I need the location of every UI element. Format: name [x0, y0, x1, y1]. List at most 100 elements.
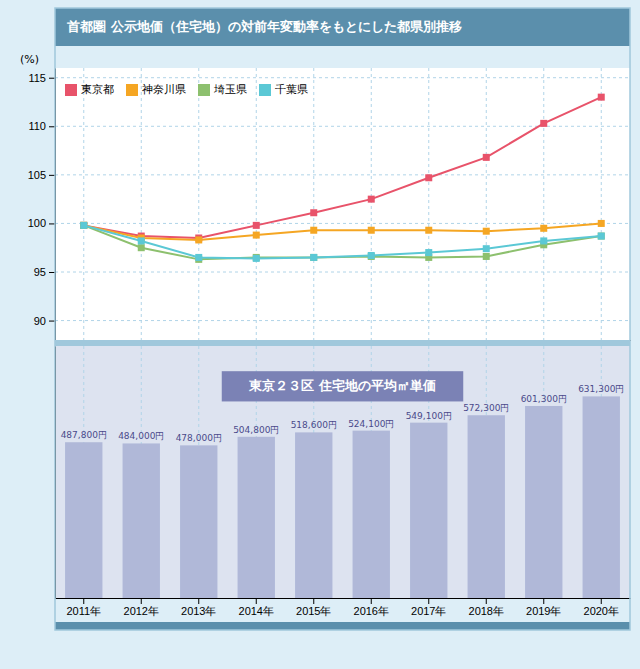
- legend-label: 千葉県: [275, 83, 308, 96]
- data-label: 484,000円: [118, 431, 164, 441]
- legend-swatch: [198, 84, 210, 96]
- marker: [425, 174, 432, 181]
- legend-label: 埼玉県: [213, 83, 247, 96]
- tick-mark: [49, 272, 55, 273]
- marker: [425, 227, 432, 234]
- tick: 2013年: [181, 598, 216, 617]
- series-line: [84, 225, 602, 258]
- subtitle-box: [222, 371, 464, 401]
- tick-label: 110: [28, 120, 46, 132]
- grid-line: [371, 68, 372, 340]
- bar-group: [65, 396, 620, 598]
- data-label: 549,100円: [406, 411, 452, 421]
- legend-item: 東京都: [65, 83, 114, 96]
- marker: [598, 233, 605, 240]
- marker: [368, 253, 375, 260]
- legend-item: 神奈川県: [126, 83, 186, 96]
- tick: 2014年: [239, 598, 274, 617]
- series-group: [80, 94, 605, 263]
- grid-line: [486, 68, 487, 340]
- bar: [468, 415, 505, 598]
- tick-label: 2015年: [296, 605, 331, 617]
- legend-swatch: [126, 84, 138, 96]
- grid-line: [428, 68, 429, 340]
- legend-swatch: [65, 84, 77, 96]
- tick-mark: [49, 321, 55, 322]
- tick-label: 95: [34, 266, 46, 278]
- subtitle: 東京２３区 住宅地の平均㎡単価: [248, 378, 436, 393]
- grid: [84, 346, 602, 598]
- marker: [80, 222, 87, 229]
- bar: [353, 431, 390, 598]
- tick: 2016年: [354, 598, 389, 617]
- marker: [368, 227, 375, 234]
- marker: [80, 222, 87, 229]
- chart-root: 首都圏 公示地価（住宅地）の対前年変動率をもとにした都県別推移909510010…: [0, 0, 640, 669]
- marker: [310, 254, 317, 261]
- tick-mark: [601, 598, 602, 604]
- grid-line: [256, 68, 257, 340]
- grid-line: [543, 68, 544, 340]
- grid-line: [55, 223, 630, 224]
- tick-mark: [198, 598, 199, 604]
- marker: [598, 233, 605, 240]
- marker: [368, 252, 375, 259]
- marker: [138, 237, 145, 244]
- series-line: [84, 97, 602, 238]
- marker: [483, 245, 490, 252]
- marker: [540, 120, 547, 127]
- tick-label: 100: [28, 217, 46, 229]
- outer-border: [55, 8, 630, 630]
- tick-label: 2018年: [469, 605, 504, 617]
- marker: [540, 237, 547, 244]
- tick-mark: [83, 598, 84, 604]
- tick: 100: [28, 217, 55, 229]
- grid-line: [55, 77, 630, 78]
- data-label: 601,300円: [521, 394, 567, 404]
- data-label: 478,000円: [176, 433, 222, 443]
- marker: [310, 254, 317, 261]
- bar: [525, 406, 562, 598]
- tick-mark: [371, 598, 372, 604]
- marker: [195, 254, 202, 261]
- tick-label: 2019年: [526, 605, 561, 617]
- tick-label: 115: [28, 72, 46, 84]
- title: 首都圏 公示地価（住宅地）の対前年変動率をもとにした都県別推移: [66, 19, 462, 34]
- tick-mark: [313, 598, 314, 604]
- tick-mark: [543, 598, 544, 604]
- data-label: 572,300円: [463, 403, 509, 413]
- marker: [310, 227, 317, 234]
- divider: [55, 340, 630, 346]
- tick-label: 2020年: [584, 605, 619, 617]
- tick: 2017年: [411, 598, 446, 617]
- grid-line: [141, 68, 142, 340]
- marker: [310, 209, 317, 216]
- marker: [253, 254, 260, 261]
- tick-mark: [49, 78, 55, 79]
- tick-label: 2014年: [239, 605, 274, 617]
- grid-line: [313, 68, 314, 340]
- grid: [55, 68, 630, 340]
- tick: 2011年: [66, 598, 101, 617]
- legend-label: 神奈川県: [142, 83, 186, 96]
- data-label: 518,600円: [291, 420, 337, 430]
- tick: 2019年: [526, 598, 561, 617]
- tick-mark: [49, 126, 55, 127]
- marker: [253, 232, 260, 239]
- title-banner: [55, 8, 630, 46]
- marker: [483, 253, 490, 260]
- tick: 90: [34, 315, 55, 327]
- bar: [123, 443, 160, 598]
- bar: [583, 396, 620, 598]
- tick-mark: [141, 598, 142, 604]
- tick-label: 2013年: [181, 605, 216, 617]
- data-label: 504,800円: [233, 425, 279, 435]
- marker: [483, 154, 490, 161]
- x-axis: 2011年2012年2013年2014年2015年2016年2017年2018年…: [56, 598, 631, 617]
- data-label: 487,800円: [61, 430, 107, 440]
- y-axis: 9095100105110115: [28, 69, 56, 341]
- marker: [253, 255, 260, 262]
- y-axis-label: (%): [20, 53, 39, 66]
- series-line: [84, 223, 602, 240]
- grid-line: [601, 68, 602, 340]
